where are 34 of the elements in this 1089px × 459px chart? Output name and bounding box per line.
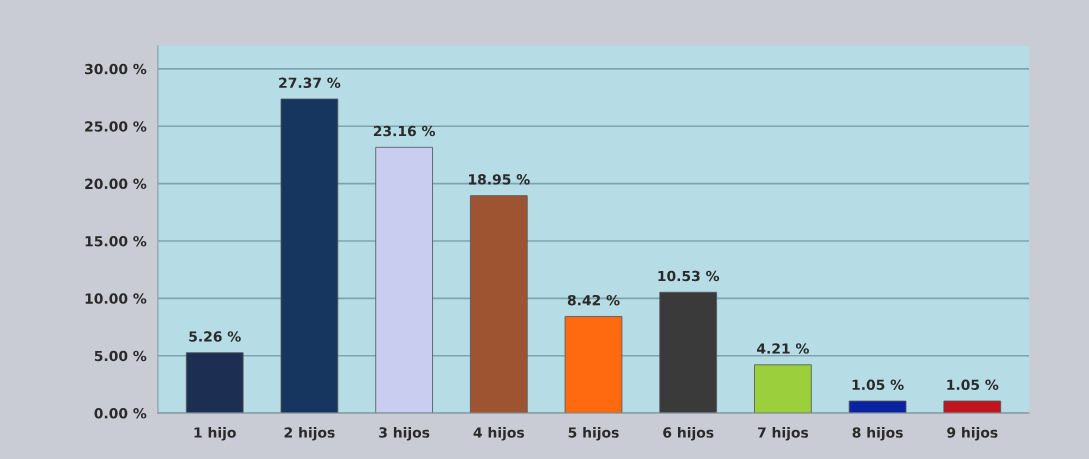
- x-tick-label: 5 hijos: [568, 426, 619, 441]
- bar: [659, 291, 718, 414]
- bar: [564, 316, 623, 414]
- y-tick-label: 0.00 %: [94, 408, 147, 419]
- data-label: 1.05 %: [852, 379, 904, 391]
- x-tick-label: 6 hijos: [663, 426, 714, 441]
- data-label: 4.21 %: [757, 343, 809, 354]
- y-tick-label: 5.00 %: [94, 350, 147, 362]
- data-label: 8.42 %: [567, 294, 620, 306]
- data-label: 23.16 %: [373, 125, 436, 137]
- bar: [469, 195, 528, 414]
- data-label: 18.95 %: [469, 174, 530, 185]
- x-tick-label: 9 hijos: [947, 426, 998, 441]
- bar: [185, 352, 244, 414]
- bar: [943, 400, 1002, 414]
- data-label: 5.26 %: [189, 331, 241, 342]
- x-tick-label: 3 hijos: [379, 426, 430, 441]
- data-label: 27.37 %: [279, 77, 341, 88]
- x-tick-label: 2 hijos: [284, 426, 335, 441]
- x-tick-label: 4 hijos: [473, 426, 525, 441]
- data-label: 10.53 %: [658, 270, 720, 282]
- bar: [280, 98, 339, 414]
- y-tick-label: 25.00 %: [85, 121, 147, 132]
- y-tick-label: 10.00 %: [85, 293, 147, 304]
- bar: [375, 146, 433, 414]
- x-tick-label: 7 hijos: [757, 426, 809, 441]
- x-tick-label: 8 hijos: [852, 426, 903, 441]
- bar: [848, 400, 907, 414]
- data-label: 1.05 %: [947, 379, 999, 391]
- y-tick-label: 15.00 %: [85, 235, 147, 247]
- y-tick-label: 30.00 %: [85, 63, 147, 75]
- bar: [754, 364, 812, 414]
- x-tick-label: 1 hijo: [194, 426, 236, 441]
- y-tick-label: 20.00 %: [85, 178, 147, 190]
